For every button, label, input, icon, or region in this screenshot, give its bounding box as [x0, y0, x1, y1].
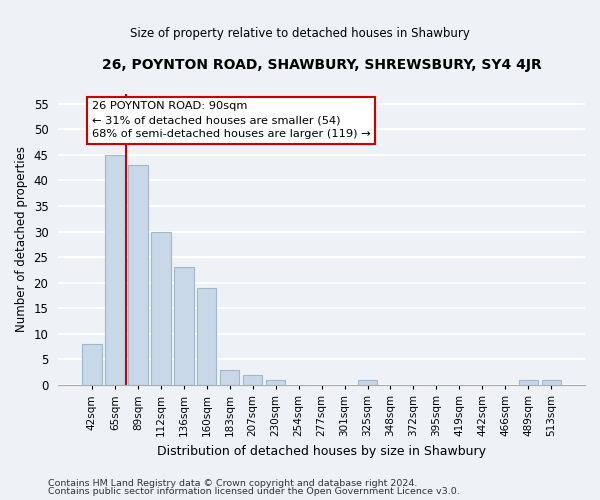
Text: Size of property relative to detached houses in Shawbury: Size of property relative to detached ho… [130, 28, 470, 40]
Text: Contains public sector information licensed under the Open Government Licence v3: Contains public sector information licen… [48, 487, 460, 496]
Text: Contains HM Land Registry data © Crown copyright and database right 2024.: Contains HM Land Registry data © Crown c… [48, 478, 418, 488]
Bar [518, 380, 538, 385]
Bar [174, 268, 194, 385]
Bar [82, 344, 101, 385]
Y-axis label: Number of detached properties: Number of detached properties [15, 146, 28, 332]
Bar [266, 380, 286, 385]
Bar [243, 375, 262, 385]
X-axis label: Distribution of detached houses by size in Shawbury: Distribution of detached houses by size … [157, 444, 486, 458]
Title: 26, POYNTON ROAD, SHAWBURY, SHREWSBURY, SY4 4JR: 26, POYNTON ROAD, SHAWBURY, SHREWSBURY, … [102, 58, 541, 71]
Bar [220, 370, 239, 385]
Bar [197, 288, 217, 385]
Bar [128, 165, 148, 385]
Bar [105, 155, 125, 385]
Bar [151, 232, 170, 385]
Text: 26 POYNTON ROAD: 90sqm
← 31% of detached houses are smaller (54)
68% of semi-det: 26 POYNTON ROAD: 90sqm ← 31% of detached… [92, 101, 370, 139]
Bar [358, 380, 377, 385]
Bar [542, 380, 561, 385]
